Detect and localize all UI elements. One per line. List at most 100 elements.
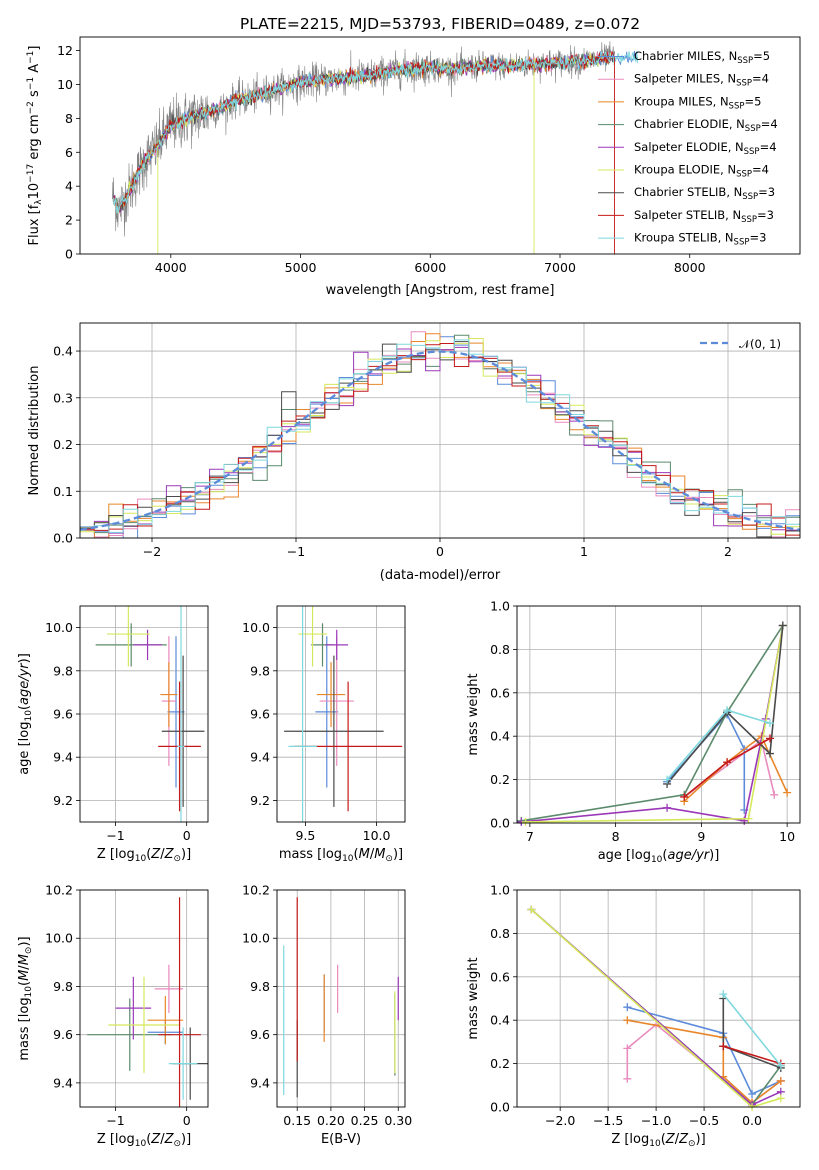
mass_vs_ebv-frame bbox=[276, 889, 406, 1108]
weight_vs_age-marker bbox=[663, 775, 672, 784]
residuals-ytick-label: 0.1 bbox=[53, 484, 73, 499]
weight_vs_age-marker bbox=[765, 749, 774, 758]
weight_vs_age-ytick-label: 0.8 bbox=[490, 642, 510, 657]
legend-label-6: Chabrier STELIB, NSSP=3 bbox=[634, 185, 775, 202]
weight_vs_Z-ytick-label: 1.0 bbox=[490, 883, 510, 898]
spectrum-xtick-label: 4000 bbox=[155, 260, 187, 275]
age_vs_mass-ytick-label: 9.2 bbox=[250, 793, 270, 808]
weight_vs_Z-line-7 bbox=[723, 1045, 782, 1065]
mass_vs_Z-axes bbox=[76, 889, 208, 1111]
age_vs_mass-axes bbox=[273, 606, 405, 826]
mass_vs_Z-ylabel: mass [log10(M/M⊙)] bbox=[17, 936, 34, 1060]
residual-hist-7 bbox=[80, 343, 800, 536]
weight_vs_age-marker bbox=[765, 719, 774, 728]
mass_vs_ebv-ytick-label: 10.0 bbox=[242, 931, 270, 946]
weight_vs_age-ytick-label: 0.0 bbox=[490, 816, 510, 831]
age_vs_Z-ylabel: age [log10(age/yr)] bbox=[17, 653, 34, 775]
weight_vs_age-line-2 bbox=[683, 734, 788, 802]
weight_vs_age-marker bbox=[723, 758, 732, 767]
spectrum-xlabel: wavelength [Angstrom, rest frame] bbox=[326, 283, 555, 298]
weight_vs_Z-ytick-label: 0.8 bbox=[490, 926, 510, 941]
mass_vs_Z-frame bbox=[79, 889, 209, 1108]
weight_vs_Z-marker bbox=[719, 990, 728, 999]
weight_vs_Z-line-8 bbox=[722, 993, 782, 1067]
residuals-ytick-label: 0.4 bbox=[53, 344, 73, 359]
weight_vs_age-marker bbox=[521, 817, 530, 826]
weight_vs_Z-marker bbox=[623, 1044, 632, 1053]
spectrum-xtick-label: 5000 bbox=[285, 260, 317, 275]
weight_vs_Z-ytick-label: 0.4 bbox=[490, 1013, 510, 1028]
residuals-ytick-label: 0.3 bbox=[53, 390, 73, 405]
mass_vs_ebv-xtick-label: 0.15 bbox=[283, 1113, 311, 1128]
weight_vs_Z-marker bbox=[623, 1074, 632, 1083]
legend-label-1: Salpeter MILES, NSSP=4 bbox=[634, 72, 769, 89]
model-spectrum-8 bbox=[113, 50, 639, 214]
residuals-xtick-label: −2 bbox=[143, 544, 161, 559]
spectrum-axes bbox=[76, 50, 691, 258]
age_vs_mass-xtick-label: 10.0 bbox=[363, 828, 391, 843]
weight_vs_age-ytick-label: 0.4 bbox=[490, 729, 510, 744]
weight_vs_age-marker bbox=[744, 814, 753, 823]
age_vs_Z-ytick-label: 9.6 bbox=[53, 707, 73, 722]
weight_vs_age-xtick-label: 10 bbox=[779, 829, 795, 844]
spectrum-ytick-label: 2 bbox=[65, 213, 73, 228]
weight_vs_age-xtick-label: 7 bbox=[526, 829, 534, 844]
spectrum-xtick-label: 6000 bbox=[414, 260, 446, 275]
residuals-ytick-label: 0.2 bbox=[53, 437, 73, 452]
legend-label-2: Kroupa MILES, NSSP=5 bbox=[634, 94, 761, 111]
spectrum-ytick-label: 8 bbox=[65, 111, 73, 126]
weight_vs_age-ytick-label: 1.0 bbox=[490, 599, 510, 614]
weight_vs_age-line-3 bbox=[521, 625, 784, 822]
mass_vs_ebv-ytick-label: 9.4 bbox=[250, 1075, 270, 1090]
age_vs_Z-xlabel: Z [log10(Z/Z⊙)] bbox=[97, 847, 191, 864]
weight_vs_age-marker bbox=[783, 788, 792, 797]
mass_vs_ebv-xlabel: E(B-V) bbox=[321, 1132, 361, 1147]
mass_vs_ebv-axes bbox=[273, 889, 405, 1111]
mass_vs_Z-xlabel: Z [log10(Z/Z⊙)] bbox=[97, 1132, 191, 1149]
legend-normal-label: 𝒩(0, 1) bbox=[739, 337, 781, 351]
age_vs_Z-frame bbox=[79, 605, 209, 823]
weight_vs_Z-marker bbox=[776, 1076, 785, 1085]
age_vs_mass-ytick-label: 9.4 bbox=[250, 750, 270, 765]
mass_vs_ebv-xtick-label: 0.30 bbox=[384, 1113, 412, 1128]
legend-label-7: Salpeter STELIB, NSSP=3 bbox=[634, 208, 774, 225]
residuals-xtick-label: −1 bbox=[287, 544, 305, 559]
weight_vs_age-line-6 bbox=[666, 625, 784, 785]
spectrum-ytick-label: 10 bbox=[57, 77, 73, 92]
spectrum-ytick-label: 0 bbox=[65, 247, 73, 262]
weight_vs_Z-ytick-label: 0.6 bbox=[490, 969, 510, 984]
age_vs_Z-axes bbox=[76, 606, 208, 826]
weight_vs_Z-marker bbox=[623, 1016, 632, 1025]
legend-label-4: Salpeter ELODIE, NSSP=4 bbox=[634, 140, 777, 157]
mass_vs_Z-xtick-label: 0 bbox=[183, 1113, 191, 1128]
age_vs_Z-ytick-label: 10.0 bbox=[45, 620, 73, 635]
residuals-xlabel: (data-model)/error bbox=[380, 568, 501, 583]
mass_vs_ebv-ytick-label: 9.6 bbox=[250, 1027, 270, 1042]
mass_vs_Z-ytick-label: 9.8 bbox=[53, 979, 73, 994]
weight_vs_Z-marker bbox=[719, 1042, 728, 1051]
residual-hist-8 bbox=[80, 339, 800, 533]
spectrum-ytick-label: 12 bbox=[57, 43, 73, 58]
weight_vs_age-xtick-label: 9 bbox=[697, 829, 705, 844]
mass_vs_Z-ytick-label: 10.0 bbox=[45, 931, 73, 946]
weight_vs_age-xlabel: age [log10(age/yr)] bbox=[598, 848, 720, 865]
spectrum-ytick-label: 4 bbox=[65, 179, 73, 194]
legend-label-5: Kroupa ELODIE, NSSP=4 bbox=[634, 163, 769, 180]
age_vs_Z-xtick-label: −1 bbox=[106, 828, 124, 843]
weight_vs_Z-ytick-label: 0.2 bbox=[490, 1056, 510, 1071]
legend-label-8: Kroupa STELIB, NSSP=3 bbox=[634, 231, 766, 248]
mass_vs_ebv-ytick-label: 9.8 bbox=[250, 979, 270, 994]
weight_vs_Z-marker bbox=[748, 1089, 757, 1098]
residuals-ylabel: Normed distribution bbox=[27, 366, 42, 496]
residuals-ytick-label: 0.0 bbox=[53, 531, 73, 546]
residual-hist-6 bbox=[80, 341, 800, 538]
residuals-xtick-label: 1 bbox=[580, 544, 588, 559]
weight_vs_age-axes bbox=[513, 605, 800, 827]
weight_vs_Z-xlabel: Z [log10(Z/Z⊙)] bbox=[611, 1132, 705, 1149]
weight_vs_Z-xtick-label: −1.5 bbox=[593, 1113, 623, 1128]
weight_vs_age-marker bbox=[680, 792, 689, 801]
weight_vs_Z-marker bbox=[527, 905, 536, 914]
weight_vs_age-ytick-label: 0.2 bbox=[490, 772, 510, 787]
age_vs_Z-xtick-label: 0 bbox=[183, 828, 191, 843]
